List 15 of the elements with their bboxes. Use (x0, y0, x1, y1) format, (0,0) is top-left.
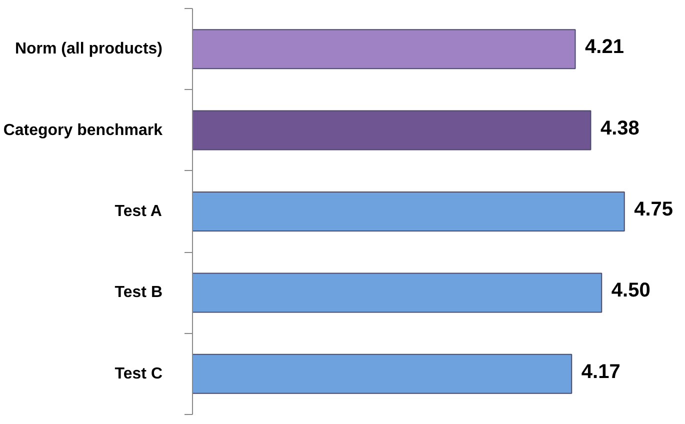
y-tick-label: Category benchmark (3, 122, 163, 139)
data-label: 4.17 (581, 360, 620, 383)
data-label: 4.75 (634, 198, 674, 220)
data-label: 4.50 (611, 280, 650, 302)
data-label: 4.21 (585, 36, 624, 58)
y-tick-label: Test C (114, 365, 163, 382)
bar (192, 110, 592, 150)
y-tick-label: Norm (all products) (14, 40, 162, 58)
y-tick-label: Test A (114, 203, 162, 220)
bar (192, 272, 602, 313)
bar (192, 192, 625, 232)
data-label: 4.38 (600, 117, 640, 140)
bar (192, 354, 572, 394)
bar (192, 29, 576, 70)
y-tick-label: Test B (114, 284, 163, 302)
